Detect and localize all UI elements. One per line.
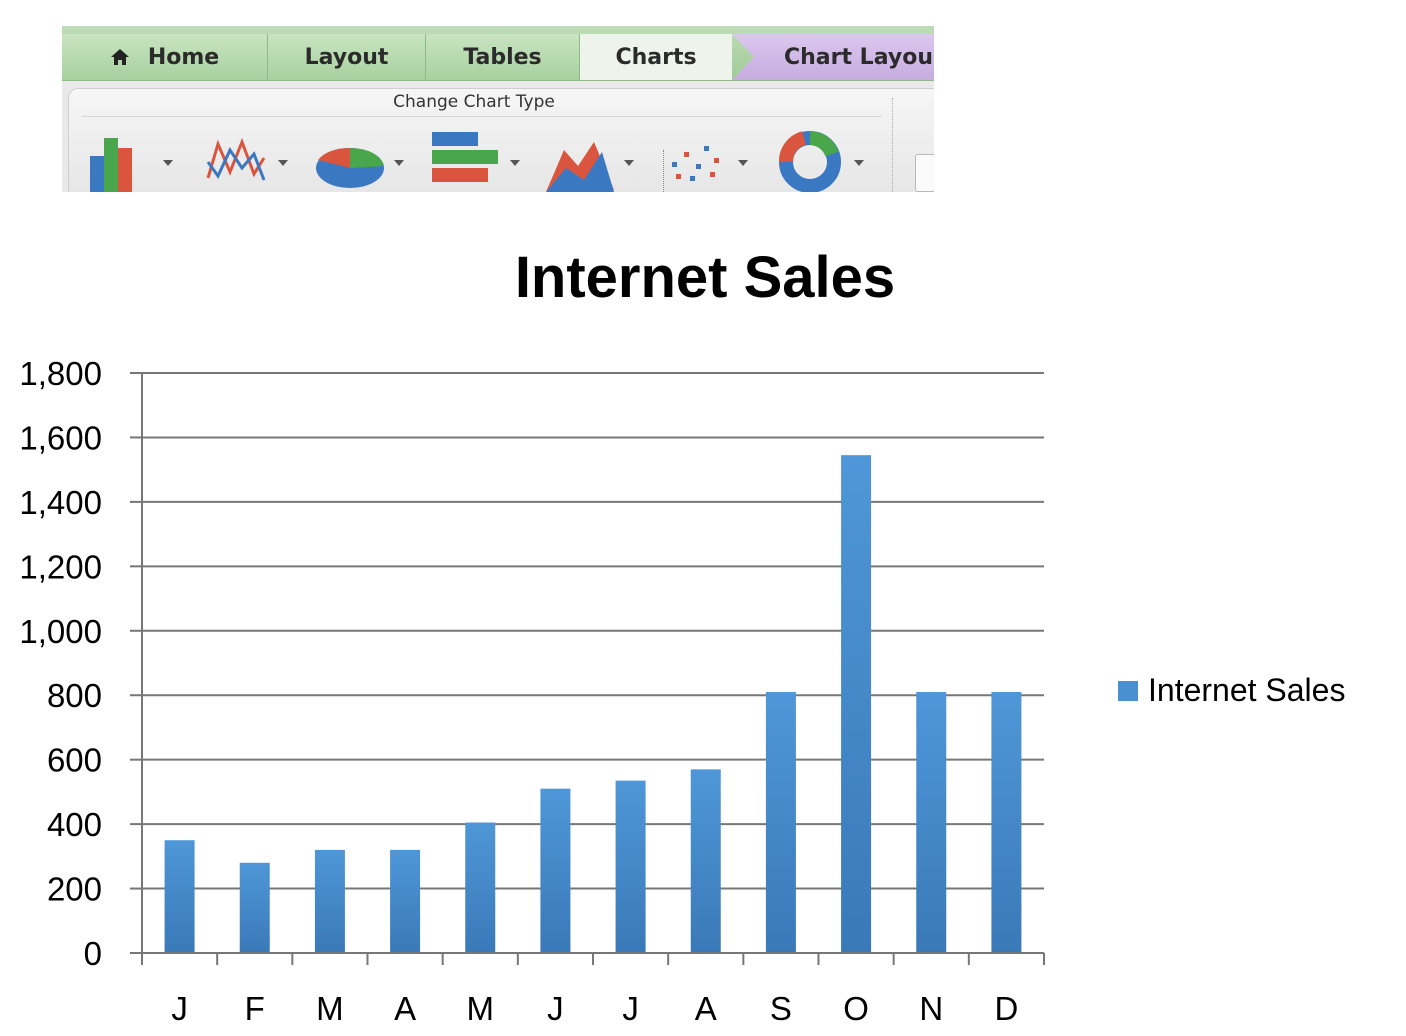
- y-tick-label: 0: [84, 935, 102, 972]
- bar-chart-icon[interactable]: [432, 128, 502, 192]
- y-tick-label: 200: [47, 871, 102, 908]
- doughnut-chart-icon[interactable]: [774, 128, 844, 192]
- y-tick-label: 1,600: [19, 419, 102, 456]
- column-chart-dropdown-icon[interactable]: [163, 160, 173, 166]
- home-icon: [110, 48, 130, 66]
- x-tick-label: N: [919, 990, 943, 1027]
- tab-layout[interactable]: Layout: [268, 34, 426, 80]
- y-tick-label: 1,400: [19, 484, 102, 521]
- tab-chart-layout[interactable]: Chart Layou: [732, 34, 934, 80]
- doughnut-chart-dropdown-icon[interactable]: [854, 160, 864, 166]
- ribbon: Home Layout Tables Charts Chart Layou Ch…: [62, 26, 934, 192]
- x-tick-label: J: [171, 990, 188, 1027]
- bar: [540, 788, 571, 953]
- gallery-separator: [663, 150, 664, 192]
- tab-layout-label: Layout: [304, 44, 389, 70]
- bar: [690, 769, 721, 953]
- bar: [765, 692, 796, 953]
- tab-charts-label: Charts: [615, 44, 697, 70]
- chart-legend: Internet Sales: [1118, 672, 1345, 709]
- scatter-chart-dropdown-icon[interactable]: [738, 160, 748, 166]
- tab-tables-label: Tables: [463, 44, 542, 70]
- y-tick-label: 800: [47, 677, 102, 714]
- area-chart-icon[interactable]: [544, 128, 624, 192]
- tab-chart-layout-label: Chart Layou: [784, 44, 933, 70]
- y-tick-label: 1,800: [19, 355, 102, 392]
- x-tick-label: M: [467, 990, 495, 1027]
- group-divider: [82, 116, 882, 117]
- tab-home-label: Home: [147, 44, 220, 70]
- column-chart-icon[interactable]: [86, 128, 156, 192]
- x-tick-label: D: [994, 990, 1018, 1027]
- bar: [841, 455, 872, 953]
- tab-home[interactable]: Home: [62, 34, 268, 80]
- legend-swatch: [1118, 680, 1138, 701]
- x-tick-label: J: [547, 990, 564, 1027]
- area-chart-dropdown-icon[interactable]: [624, 160, 634, 166]
- ribbon-tab-bar: Home Layout Tables Charts Chart Layou: [62, 26, 934, 81]
- x-tick-label: S: [770, 990, 792, 1027]
- tab-charts[interactable]: Charts: [580, 34, 732, 80]
- x-tick-label: O: [843, 990, 869, 1027]
- bar: [314, 849, 345, 953]
- x-tick-label: A: [394, 990, 416, 1027]
- tab-tables[interactable]: Tables: [426, 34, 580, 80]
- y-tick-label: 1,200: [19, 548, 102, 585]
- x-tick-label: J: [622, 990, 639, 1027]
- chart-title: Internet Sales: [514, 245, 896, 310]
- group-title: Change Chart Type: [393, 92, 555, 112]
- legend-label: Internet Sales: [1148, 672, 1346, 708]
- y-tick-label: 600: [47, 742, 102, 779]
- bar: [991, 692, 1022, 953]
- pie-chart-dropdown-icon[interactable]: [394, 160, 404, 166]
- x-tick-label: M: [316, 990, 344, 1027]
- bar: [916, 692, 947, 953]
- x-tick-label: F: [245, 990, 265, 1027]
- line-chart-dropdown-icon[interactable]: [278, 160, 288, 166]
- bar: [390, 849, 421, 953]
- partial-button[interactable]: [915, 154, 934, 192]
- y-tick-label: 400: [47, 806, 102, 843]
- bar: [239, 862, 270, 953]
- x-tick-label: A: [695, 990, 717, 1027]
- bar-chart-dropdown-icon[interactable]: [510, 160, 520, 166]
- line-chart-icon[interactable]: [202, 128, 282, 192]
- bar: [615, 780, 646, 953]
- y-tick-label: 1,000: [19, 613, 102, 650]
- bar: [465, 822, 496, 953]
- bar: [164, 840, 195, 953]
- pie-chart-icon[interactable]: [314, 128, 394, 192]
- scatter-chart-icon[interactable]: [668, 128, 732, 192]
- group-separator: [892, 98, 893, 192]
